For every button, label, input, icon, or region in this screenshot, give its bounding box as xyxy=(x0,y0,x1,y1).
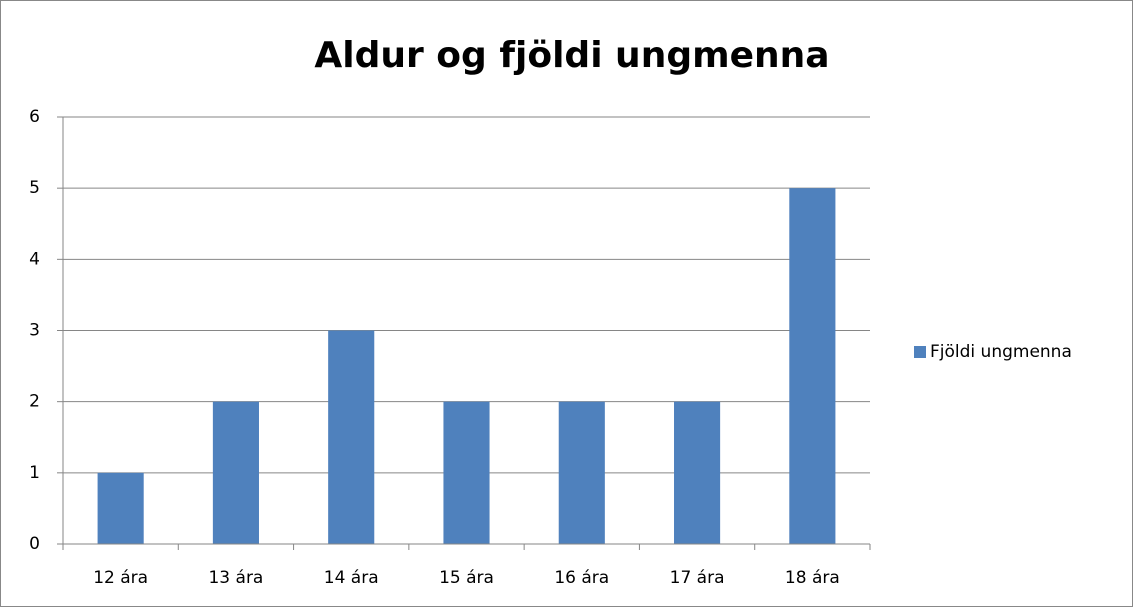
x-tick-label: 18 ára xyxy=(785,568,840,588)
bar xyxy=(212,401,259,544)
bar xyxy=(97,472,144,544)
y-tick-label: 4 xyxy=(29,249,40,269)
bar xyxy=(328,330,375,544)
x-tick-label: 13 ára xyxy=(208,568,263,588)
x-tick-label: 17 ára xyxy=(670,568,725,588)
bar xyxy=(558,401,605,544)
chart-title: Aldur og fjöldi ungmenna xyxy=(314,35,829,76)
y-tick-label: 3 xyxy=(29,321,40,341)
y-tick-label: 2 xyxy=(29,392,40,412)
x-tick-label: 12 ára xyxy=(93,568,148,588)
bar xyxy=(443,401,490,544)
y-tick-label: 1 xyxy=(29,463,40,483)
y-tick-label: 0 xyxy=(29,534,40,554)
legend-label: Fjöldi ungmenna xyxy=(930,342,1072,362)
bar xyxy=(789,188,836,544)
x-tick-label: 16 ára xyxy=(554,568,609,588)
bar xyxy=(674,401,721,544)
y-tick-label: 5 xyxy=(29,178,40,198)
x-tick-label: 15 ára xyxy=(439,568,494,588)
y-tick-label: 6 xyxy=(29,107,40,127)
x-tick-label: 14 ára xyxy=(324,568,379,588)
legend-swatch xyxy=(914,346,926,358)
